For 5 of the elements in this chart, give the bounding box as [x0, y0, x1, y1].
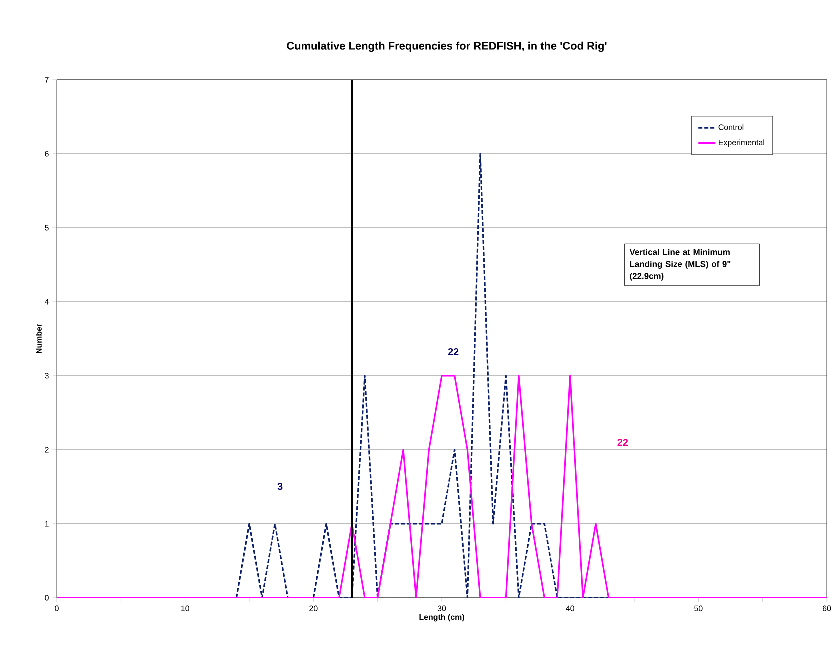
annotation: 22 [618, 439, 628, 446]
annotation: Vertical Line at Minimum Landing Size (MLS) of 9" (22.9cm) [630, 249, 731, 281]
annotation: 3 [278, 483, 283, 490]
chart-title: Cumulative Length Frequencies for REDFISH, in the 'Cod Rig' [287, 42, 607, 52]
annotation: 22 [448, 348, 459, 356]
